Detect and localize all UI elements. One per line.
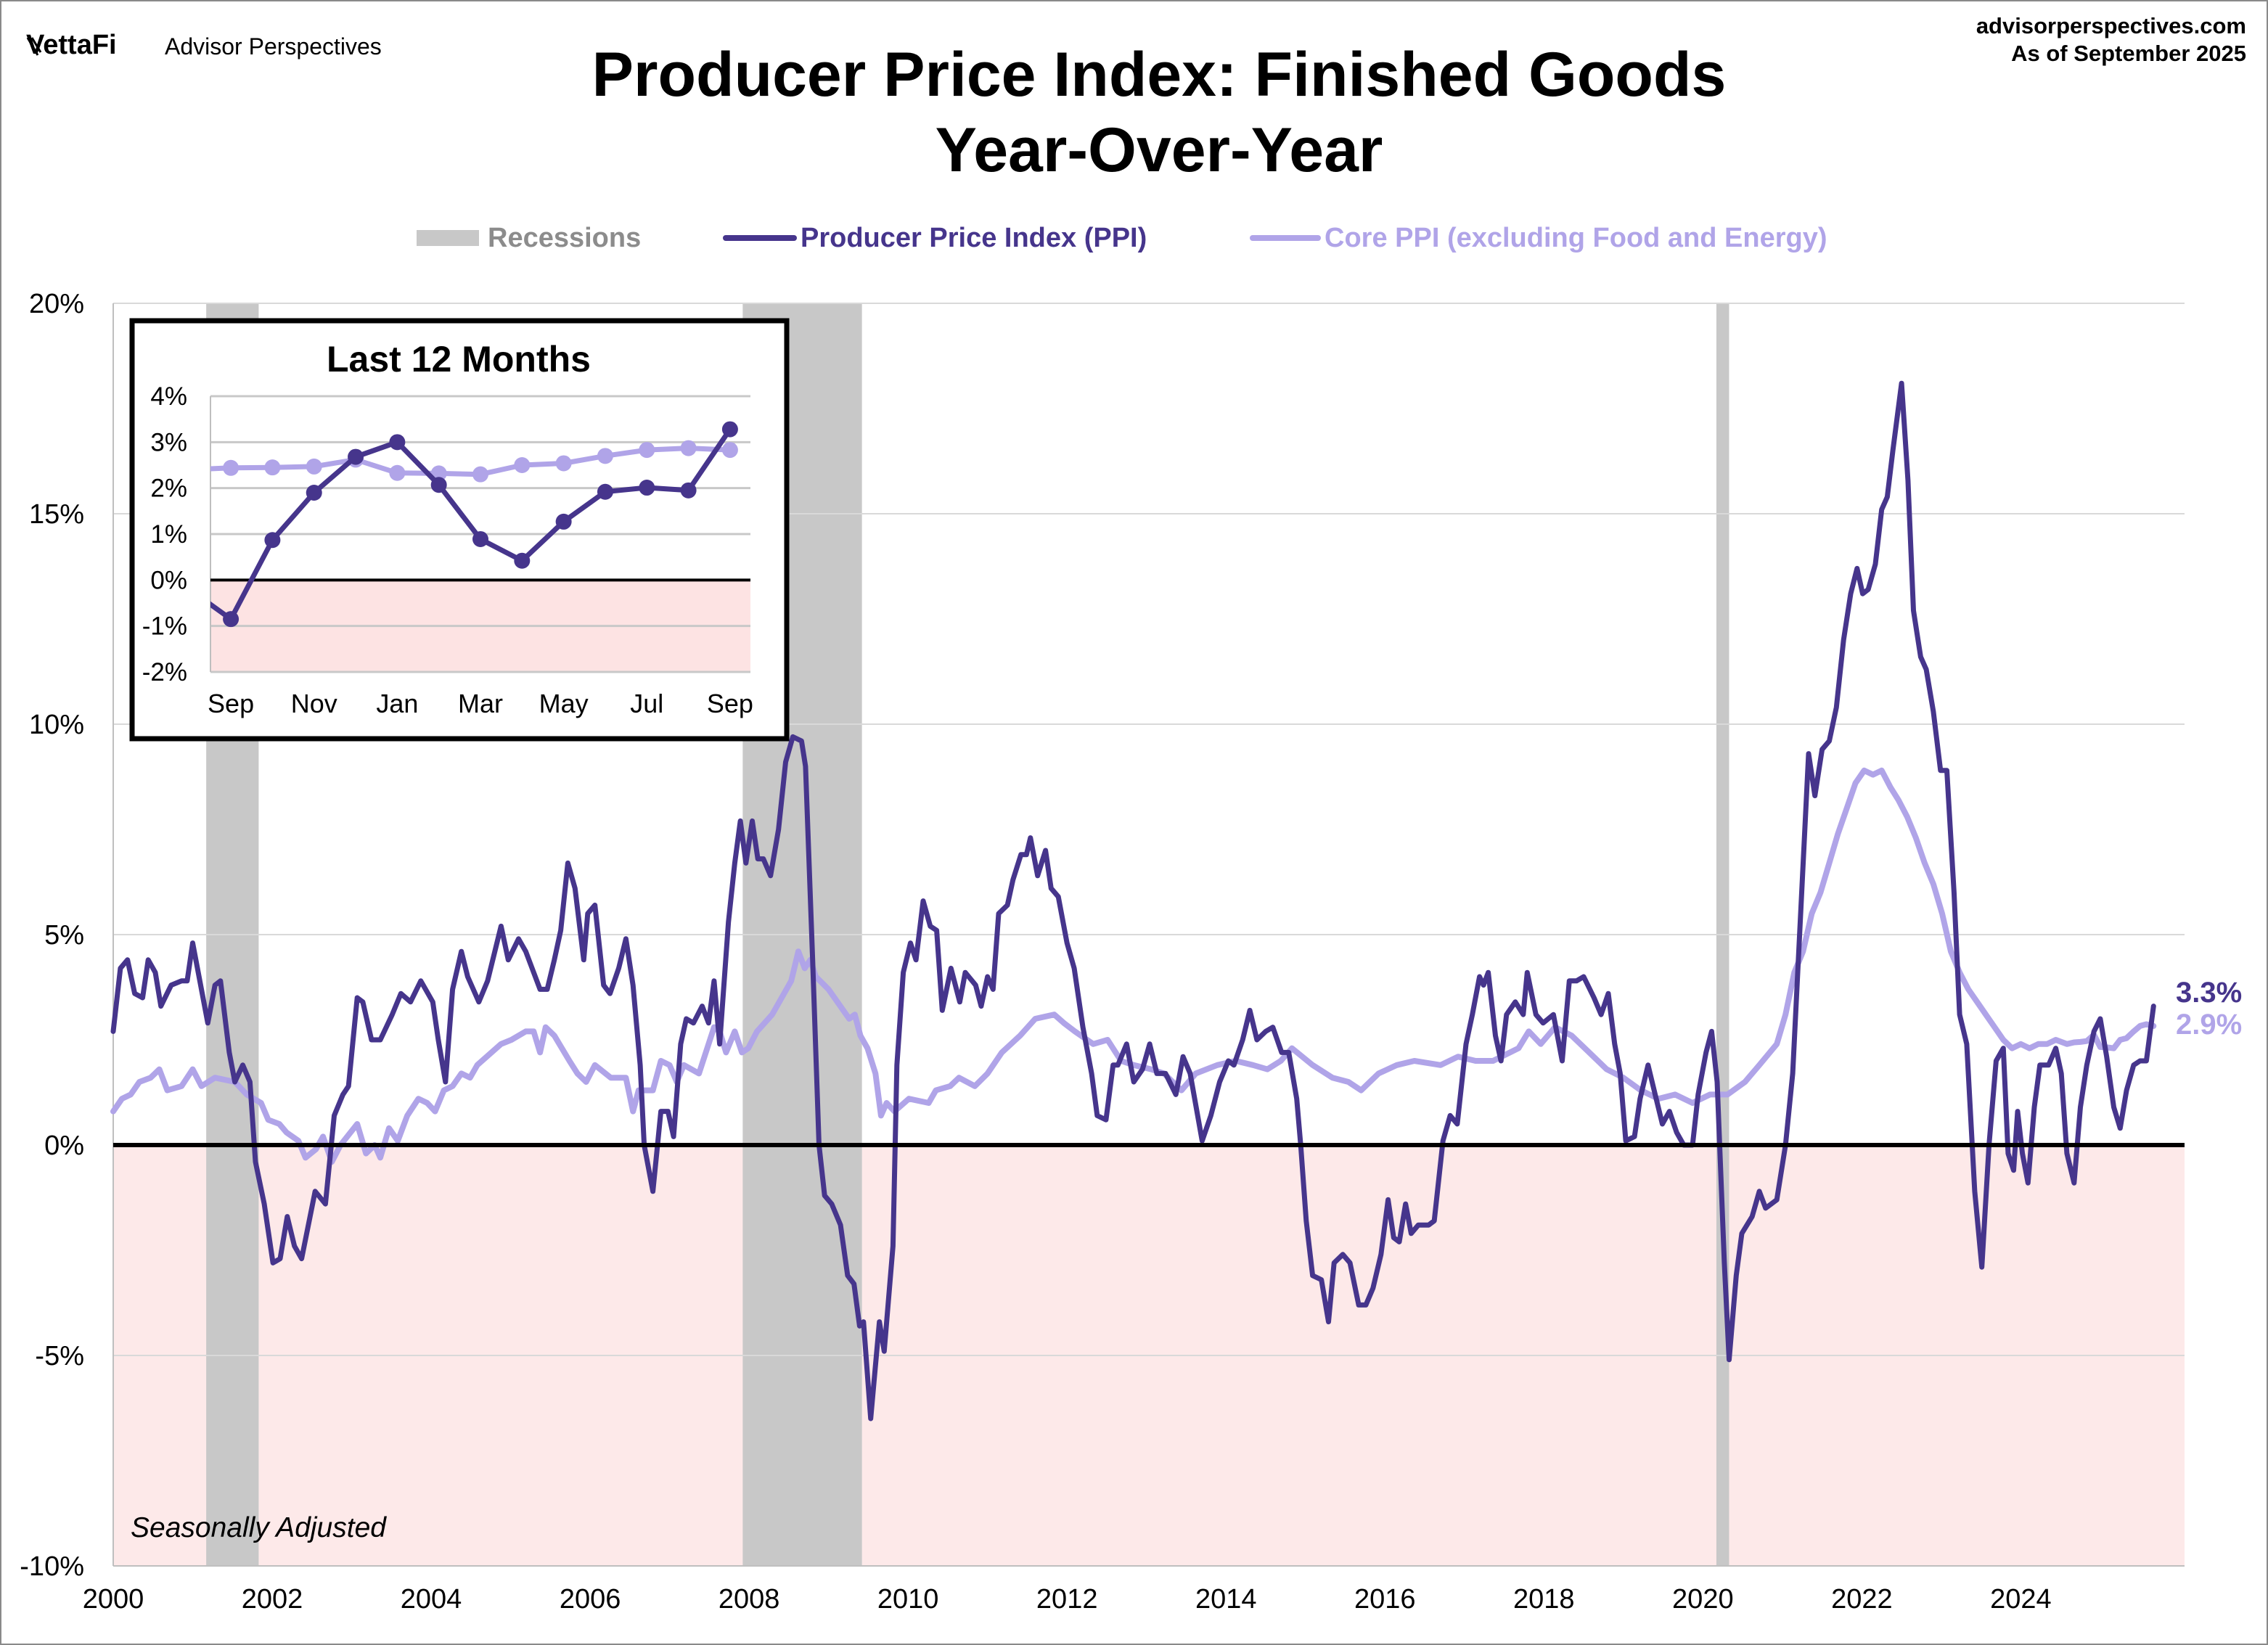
x-tick-label: 2008	[719, 1584, 780, 1615]
inset-x-tick-label: Sep	[208, 689, 254, 718]
inset-core-marker	[306, 458, 322, 475]
x-tick-label: 2010	[877, 1584, 939, 1615]
chart-subtitle: Year-Over-Year	[936, 115, 1383, 185]
inset-y-tick-label: -1%	[142, 612, 187, 641]
inset-x-tick-label: Jul	[630, 689, 663, 718]
legend-core: Core PPI (excluding Food and Energy)	[1325, 223, 1827, 253]
publisher-name: Advisor Perspectives	[165, 33, 382, 60]
inset-core-marker	[389, 464, 406, 481]
inset-core-series	[210, 440, 738, 483]
vettafi-logo: VettaFi	[26, 30, 117, 60]
y-tick-label: 10%	[29, 710, 84, 740]
inset-last-12-months: Last 12 Months 4% 3% 2% 1% 0% -1% -2% Sep Nov Jan…	[129, 318, 790, 742]
inset-ppi-marker	[348, 448, 364, 465]
inset-x-tick-label: Nov	[291, 689, 337, 718]
inset-core-marker	[721, 442, 738, 459]
inset-y-tick-label: 1%	[150, 520, 187, 549]
logo: VettaFi Advisor Perspectives	[26, 30, 382, 60]
x-tick-label: 2014	[1195, 1584, 1257, 1615]
inset-ppi-series	[210, 421, 738, 628]
inset-y-tick-label: 0%	[150, 566, 187, 594]
y-tick-label: -5%	[35, 1341, 84, 1371]
inset-ppi-marker	[306, 485, 322, 501]
as-of-date: As of September 2025	[2011, 41, 2246, 66]
inset-core-marker	[597, 448, 613, 464]
inset-y-tick-label: 3%	[150, 428, 187, 456]
legend-recession-swatch	[417, 230, 479, 246]
inset-ppi-marker	[430, 477, 447, 493]
y-tick-label: 15%	[29, 499, 84, 530]
inset-ppi-marker	[472, 530, 488, 547]
x-tick-label: 2002	[242, 1584, 303, 1615]
inset-core-marker	[514, 457, 531, 473]
legend-ppi: Producer Price Index (PPI)	[801, 223, 1147, 253]
y-tick-label: -10%	[20, 1551, 84, 1582]
x-tick-label: 2012	[1036, 1584, 1098, 1615]
inset-box	[129, 318, 790, 742]
inset-ppi-marker	[555, 513, 572, 530]
inset-title: Last 12 Months	[327, 339, 591, 380]
ppi-end-label: 3.3%	[2176, 977, 2242, 1009]
x-tick-label: 2016	[1354, 1584, 1416, 1615]
inset-core-marker	[555, 455, 572, 472]
x-tick-label: 2018	[1513, 1584, 1575, 1615]
core-end-label: 2.9%	[2176, 1009, 2242, 1041]
inset-y-tick-label: 2%	[150, 475, 187, 503]
inset-ppi-marker	[514, 552, 531, 569]
inset-y-tick-label: 4%	[150, 382, 187, 411]
inset-x-tick-label: Mar	[458, 689, 503, 718]
x-tick-label: 2004	[401, 1584, 462, 1615]
x-tick-label: 2022	[1831, 1584, 1893, 1615]
inset-ppi-marker	[680, 482, 697, 499]
legend: Recessions Producer Price Index (PPI) Co…	[417, 223, 1827, 253]
seasonally-adjusted-note: Seasonally Adjusted	[131, 1512, 387, 1543]
x-tick-label: 2006	[560, 1584, 621, 1615]
legend-recessions: Recessions	[488, 223, 641, 253]
x-tick-label: 2020	[1672, 1584, 1734, 1615]
core-ppi-line	[110, 767, 2157, 1165]
vettafi-logo-mark	[26, 37, 42, 56]
y-tick-label: 0%	[44, 1131, 84, 1161]
inset-x-tick-label: Jan	[376, 689, 418, 718]
y-tick-label: 20%	[29, 289, 84, 319]
inset-ppi-marker	[721, 421, 738, 438]
inset-x-tick-label: Sep	[707, 689, 753, 718]
site-url[interactable]: advisorperspectives.com	[1976, 13, 2246, 38]
inset-ppi-marker	[597, 483, 613, 500]
inset-plot: 4% 3% 2% 1% 0% -1% -2% Sep Nov Jan Mar May Jul Sep	[142, 382, 753, 718]
inset-ppi-marker	[223, 611, 240, 628]
inset-core-marker	[472, 466, 488, 483]
inset-core-marker	[639, 442, 655, 459]
chart-title: Producer Price Index: Finished Goods	[592, 40, 1727, 110]
x-tick-label: 2000	[83, 1584, 144, 1615]
inset-ppi-marker	[639, 480, 655, 496]
inset-ppi-marker	[264, 532, 281, 549]
inset-ppi-marker	[389, 434, 406, 451]
inset-x-tick-label: May	[539, 689, 589, 718]
inset-core-marker	[680, 440, 697, 456]
inset-y-tick-label: -2%	[142, 658, 187, 686]
ppi-line	[110, 380, 2156, 1422]
x-tick-label: 2024	[1990, 1584, 2052, 1615]
inset-core-marker	[264, 459, 281, 476]
inset-core-marker	[223, 459, 240, 476]
y-tick-label: 5%	[44, 920, 84, 951]
